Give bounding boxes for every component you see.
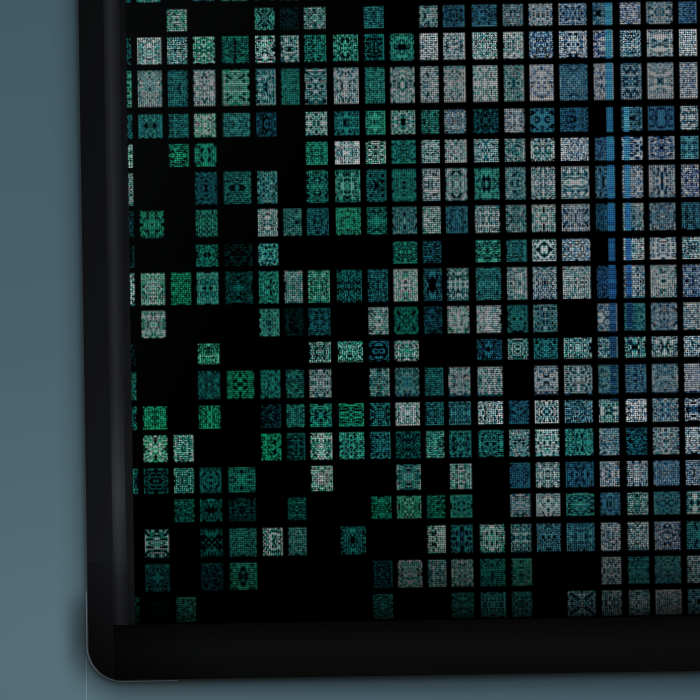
heatmap-canvas[interactable] <box>124 0 700 629</box>
screen-device[interactable] <box>76 0 700 683</box>
matrix-visualization-screen[interactable] <box>124 0 700 629</box>
bottom-bezel <box>113 614 700 682</box>
